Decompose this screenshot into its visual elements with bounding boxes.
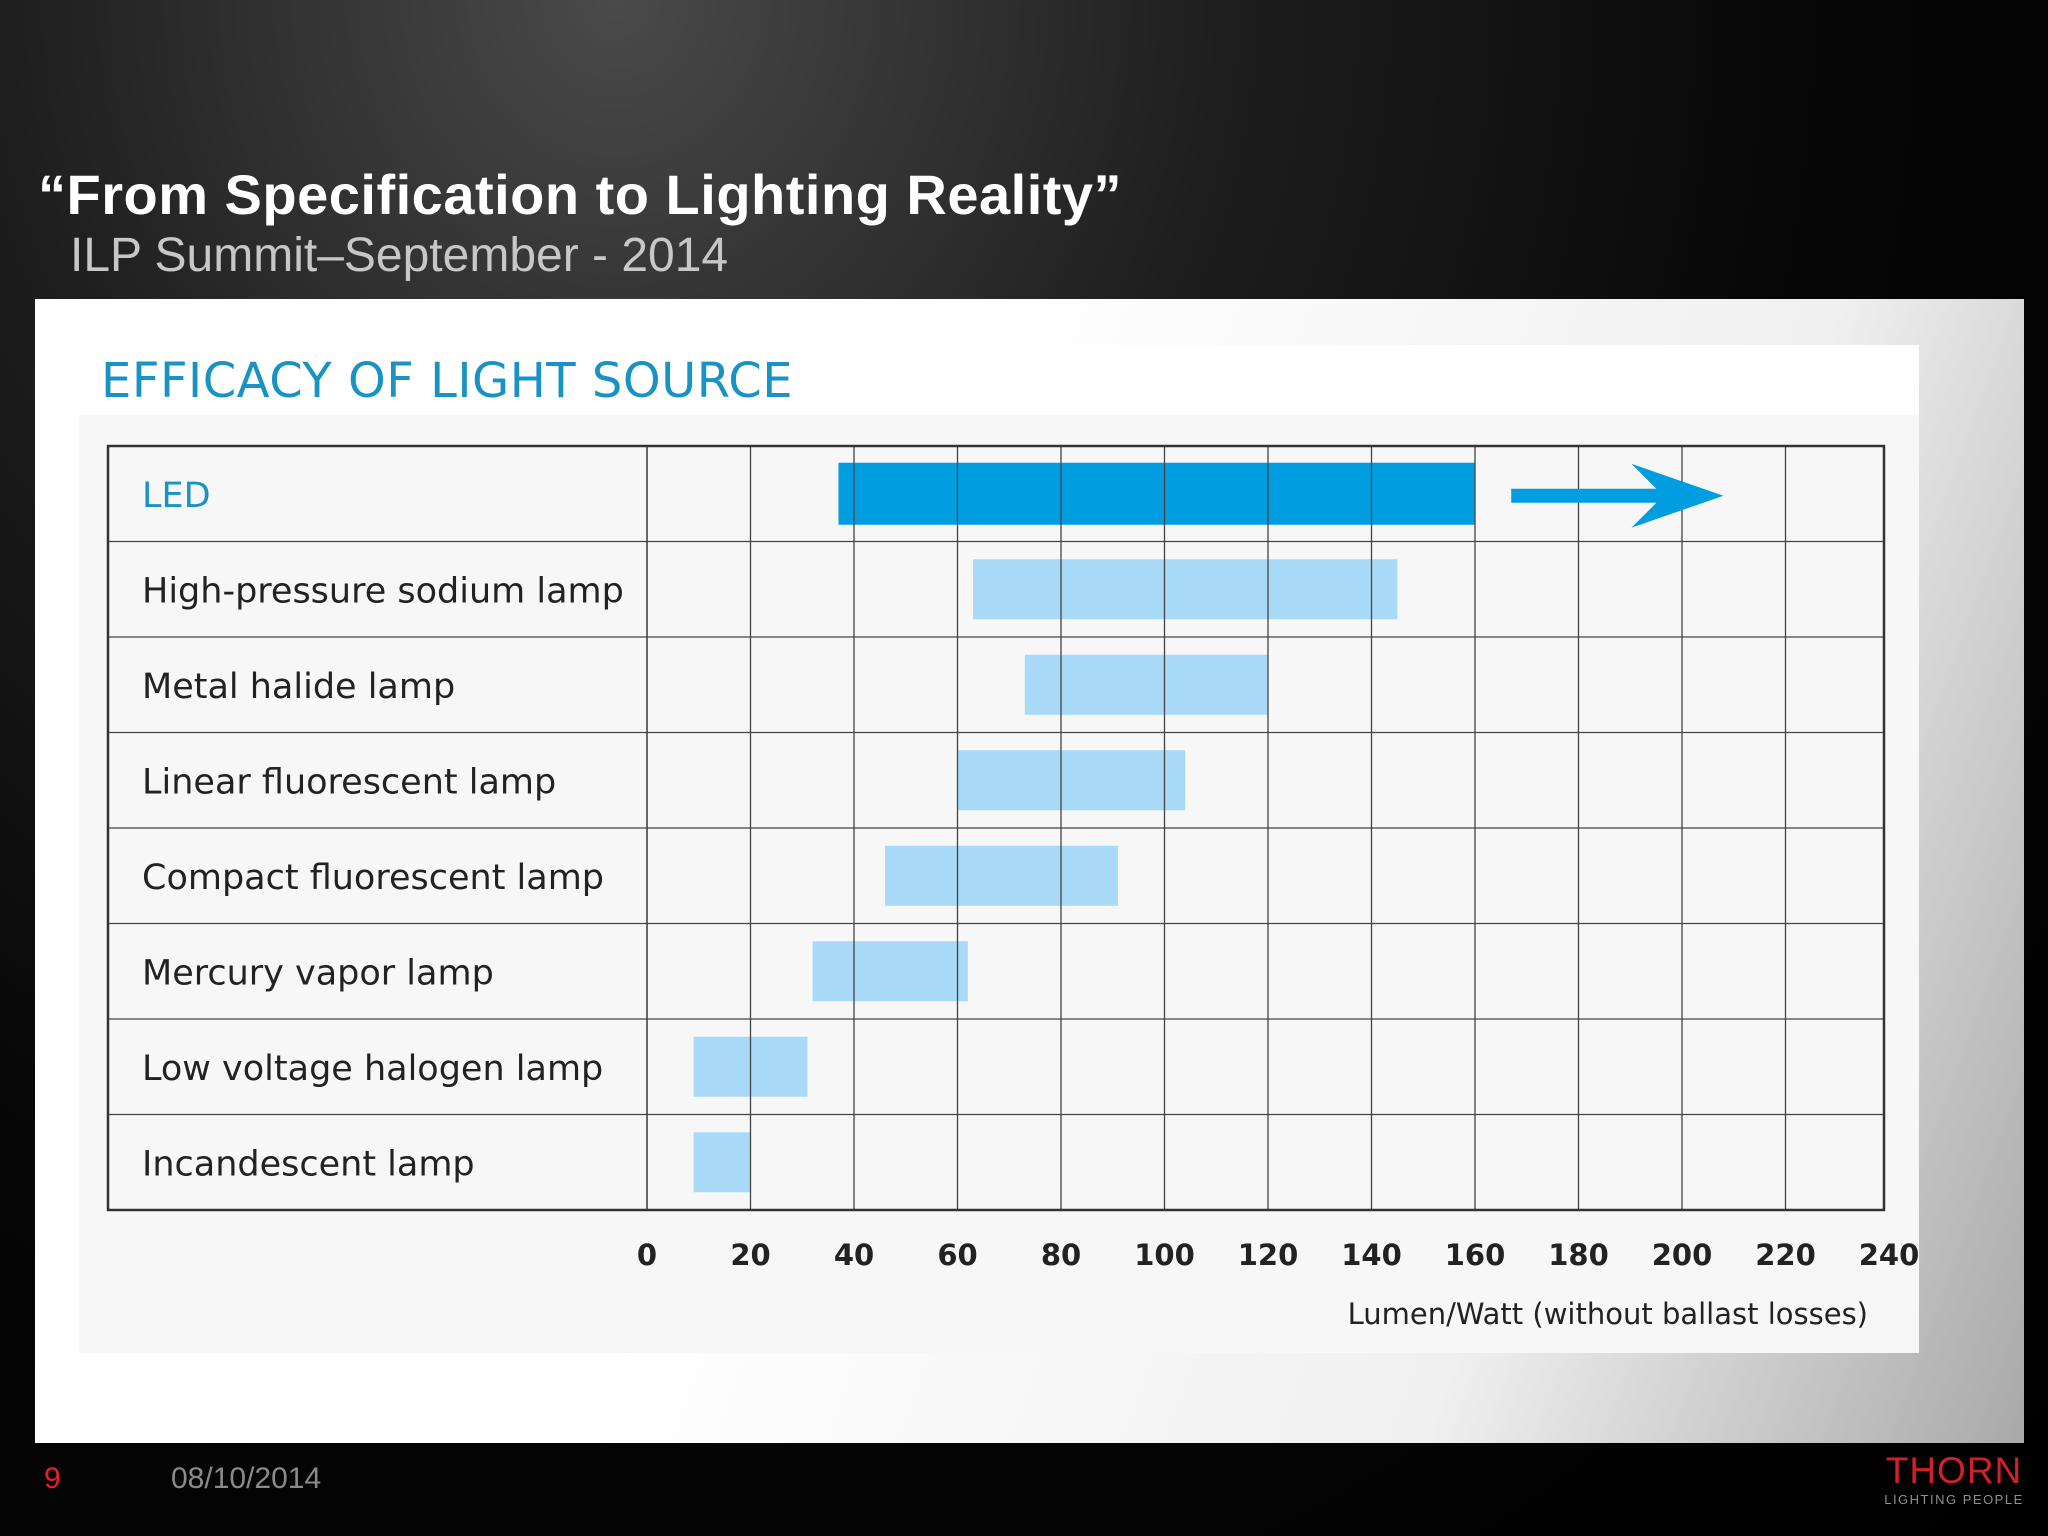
bar-high-pressure-sodium-lamp bbox=[973, 559, 1398, 620]
x-tick-label-220: 220 bbox=[1755, 1238, 1816, 1272]
chart-title: EFFICACY OF LIGHT SOURCE bbox=[101, 353, 794, 409]
chart-card: EFFICACY OF LIGHT SOURCE LED High-pressur… bbox=[79, 345, 1919, 1353]
category-label-mercury-vapor-lamp: Mercury vapor lamp bbox=[142, 953, 494, 993]
chart-header: EFFICACY OF LIGHT SOURCE bbox=[79, 345, 1919, 415]
x-tick-label-100: 100 bbox=[1134, 1238, 1195, 1272]
slide-title: “From Specification to Lighting Reality” bbox=[38, 163, 1123, 226]
efficacy-chart: LED High-pressure sodium lamp Metal halide… bbox=[106, 444, 1919, 1331]
x-tick-label-80: 80 bbox=[1041, 1238, 1081, 1272]
x-tick-label-200: 200 bbox=[1652, 1238, 1713, 1272]
category-label-incandescent-lamp: Incandescent lamp bbox=[142, 1144, 475, 1184]
bar-compact-fluorescent-lamp bbox=[885, 845, 1118, 906]
x-axis-label: Lumen/Watt (without ballast losses) bbox=[1348, 1297, 1868, 1331]
x-tick-label-40: 40 bbox=[834, 1238, 874, 1272]
logo-name: THORN bbox=[1885, 1450, 2023, 1491]
x-tick-label-180: 180 bbox=[1548, 1238, 1609, 1272]
x-tick-label-0: 0 bbox=[637, 1238, 657, 1272]
category-label-linear-fluorescent-lamp: Linear fluorescent lamp bbox=[142, 762, 556, 802]
footer-date: 08/10/2014 bbox=[171, 1462, 322, 1495]
chart-frame bbox=[106, 444, 1886, 1212]
category-label-low-voltage-halogen-lamp: Low voltage halogen lamp bbox=[142, 1049, 603, 1089]
thorn-logo: THORN LIGHTING PEOPLE bbox=[1879, 1452, 2029, 1507]
category-label-compact-fluorescent-lamp: Compact fluorescent lamp bbox=[142, 858, 604, 898]
logo-tagline: LIGHTING PEOPLE bbox=[1884, 1492, 2024, 1507]
slide-subtitle: ILP Summit–September - 2014 bbox=[70, 229, 729, 282]
page-number: 9 bbox=[44, 1462, 61, 1495]
x-tick-label-20: 20 bbox=[730, 1238, 770, 1272]
category-label-metal-halide-lamp: Metal halide lamp bbox=[142, 667, 455, 707]
x-tick-label-120: 120 bbox=[1238, 1238, 1299, 1272]
bar-mercury-vapor-lamp bbox=[812, 941, 968, 1002]
bar-incandescent-lamp bbox=[693, 1132, 751, 1193]
led-trend-arrow bbox=[1511, 463, 1724, 528]
x-tick-label-140: 140 bbox=[1341, 1238, 1402, 1272]
x-tick-label-240: 240 bbox=[1859, 1238, 1919, 1272]
category-label-led: LED bbox=[142, 476, 211, 516]
x-tick-label-160: 160 bbox=[1445, 1238, 1506, 1272]
x-tick-label-60: 60 bbox=[937, 1238, 977, 1272]
bar-linear-fluorescent-lamp bbox=[957, 750, 1186, 811]
bar-led bbox=[838, 462, 1475, 525]
bar-metal-halide-lamp bbox=[1024, 654, 1268, 715]
category-label-high-pressure-sodium-lamp: High-pressure sodium lamp bbox=[142, 571, 624, 611]
